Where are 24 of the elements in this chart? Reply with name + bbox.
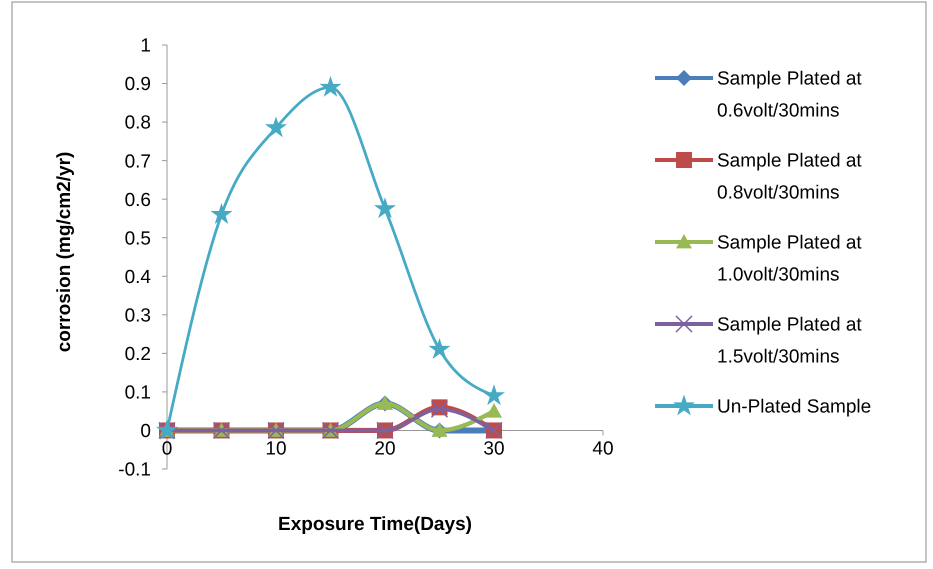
legend-label: Sample Plated at 1.0volt/30mins	[717, 232, 862, 286]
y-tick-label: 0.6	[124, 190, 151, 211]
x-tick-label: 10	[265, 438, 287, 460]
x-tick-label: 20	[374, 438, 396, 460]
y-tick-label: 0.8	[124, 112, 151, 134]
y-axis-title: corrosion (mg/cm2/yr)	[54, 152, 75, 352]
y-tick-label: 0.1	[124, 382, 151, 404]
legend-label: Sample Plated at 1.5volt/30mins	[717, 314, 862, 368]
y-tick-label: 0.3	[124, 305, 151, 326]
legend-label: Sample Plated at 0.6volt/30mins	[717, 68, 862, 122]
y-tick-label: 0.5	[124, 228, 151, 250]
y-tick-label: 1	[140, 36, 151, 57]
y-tick-label: 0.4	[124, 266, 152, 288]
x-axis-title: Exposure Time(Days)	[278, 514, 472, 535]
legend-label: Sample Plated at 0.8volt/30mins	[717, 150, 862, 204]
x-tick-label: 0	[162, 438, 172, 460]
y-tick-label: 0.9	[124, 74, 151, 96]
y-tick-label: -0.1	[118, 460, 151, 481]
legend-label: Un-Plated Sample	[717, 396, 872, 418]
y-tick-label: 0.2	[124, 344, 151, 366]
y-tick-label: 0	[140, 421, 151, 442]
x-tick-label: 40	[592, 438, 614, 460]
x-tick-label: 30	[483, 438, 505, 460]
y-tick-label: 0.7	[124, 151, 151, 172]
